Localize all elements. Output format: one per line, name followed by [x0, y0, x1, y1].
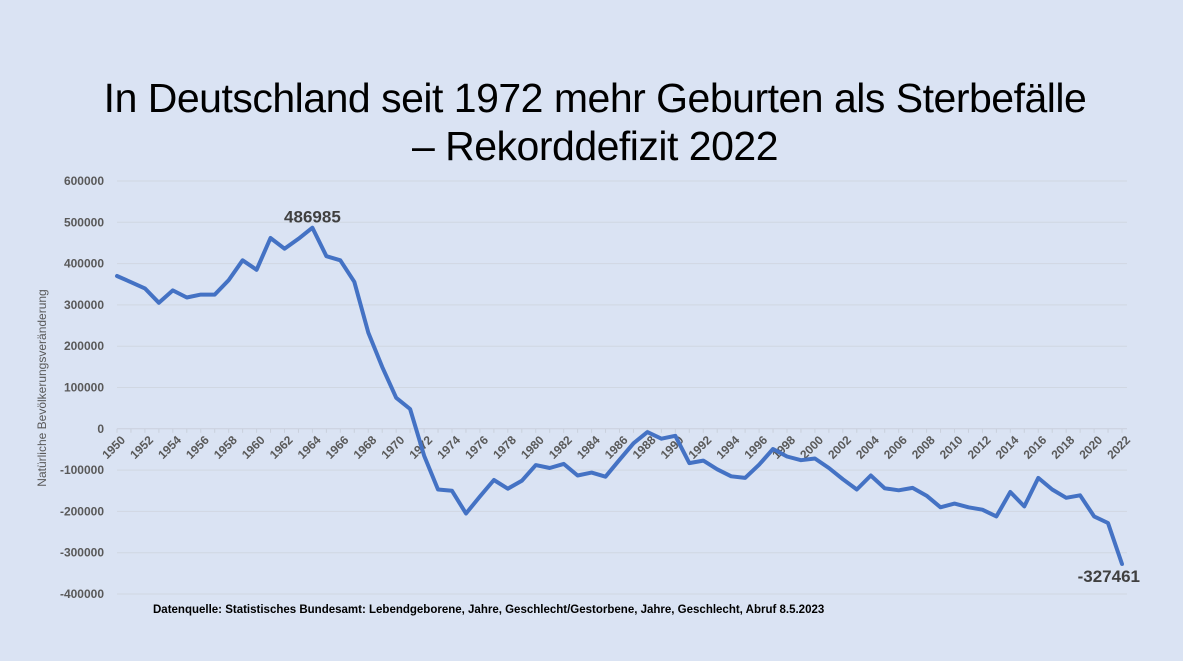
y-tick-label: -400000	[60, 587, 104, 601]
x-tick-label: 1984	[574, 433, 603, 462]
y-tick-label: 200000	[64, 339, 104, 353]
x-tick-label: 1992	[686, 433, 715, 462]
x-tick-label: 1994	[714, 433, 743, 462]
x-tick-label: 1956	[183, 433, 212, 462]
x-tick-label: 1952	[127, 433, 156, 462]
x-tick-label: 2006	[881, 433, 910, 462]
y-tick-label: -200000	[60, 504, 104, 518]
y-tick-label: 300000	[64, 298, 104, 312]
x-tick-label: 1970	[379, 433, 408, 462]
y-tick-label: 600000	[64, 174, 104, 188]
x-tick-label: 1958	[211, 433, 240, 462]
y-tick-label: -300000	[60, 546, 104, 560]
x-tick-label: 2018	[1049, 433, 1078, 462]
x-tick-label: 2014	[993, 433, 1022, 462]
chart-title-line-2: – Rekorddefizit 2022	[411, 123, 779, 169]
x-tick-label: 1950	[99, 433, 128, 462]
x-tick-label: 1960	[239, 433, 268, 462]
x-tick-label: 1964	[295, 433, 324, 462]
x-tick-label: 2004	[853, 433, 882, 462]
x-tick-label: 2010	[937, 433, 966, 462]
y-axis-label: Natürliche Bevölkerungsveränderung	[35, 289, 49, 486]
x-tick-label: 1954	[155, 433, 184, 462]
gridlines	[116, 180, 1127, 595]
data-labels: 486985 -327461	[284, 208, 1140, 586]
max-value-label: 486985	[284, 208, 341, 227]
x-tick-label: 1980	[518, 433, 547, 462]
x-tick-label: 1974	[434, 433, 463, 462]
x-tick-label: 1966	[323, 433, 352, 462]
x-tick-label: 1982	[546, 433, 575, 462]
x-tick-label: 1962	[267, 433, 296, 462]
data-source-note: Datenquelle: Statistisches Bundesamt: Le…	[153, 604, 825, 616]
chart-title-line-1: In Deutschland seit 1972 mehr Geburten a…	[103, 75, 1087, 121]
x-tick-label: 1978	[490, 433, 519, 462]
min-value-label: -327461	[1078, 567, 1140, 586]
y-tick-label: -100000	[60, 463, 104, 477]
x-tick-label: 1968	[351, 433, 380, 462]
x-tick-label: 1976	[462, 433, 491, 462]
data-line	[115, 225, 1124, 566]
x-tick-label: 2022	[1104, 433, 1133, 462]
x-axis-ticks: 1950 1952 1954 1956 1958 1960 1962 1964 1966 1968…	[99, 433, 1133, 462]
y-tick-label: 500000	[64, 215, 104, 229]
y-tick-label: 100000	[64, 381, 104, 395]
x-tick-label: 1986	[602, 433, 631, 462]
x-tick-label: 2012	[965, 433, 994, 462]
x-tick-label: 2002	[825, 433, 854, 462]
y-tick-label: 400000	[64, 257, 104, 271]
x-tick-label: 2008	[909, 433, 938, 462]
x-tick-label: 2020	[1076, 433, 1105, 462]
x-tick-label: 2016	[1021, 433, 1050, 462]
chart-title: In Deutschland seit 1972 mehr Geburten a…	[0, 74, 1183, 170]
y-tick-label: 0	[97, 422, 104, 436]
y-axis-ticks: 600000 500000 400000 300000 200000 100000 0 -10…	[60, 174, 104, 601]
